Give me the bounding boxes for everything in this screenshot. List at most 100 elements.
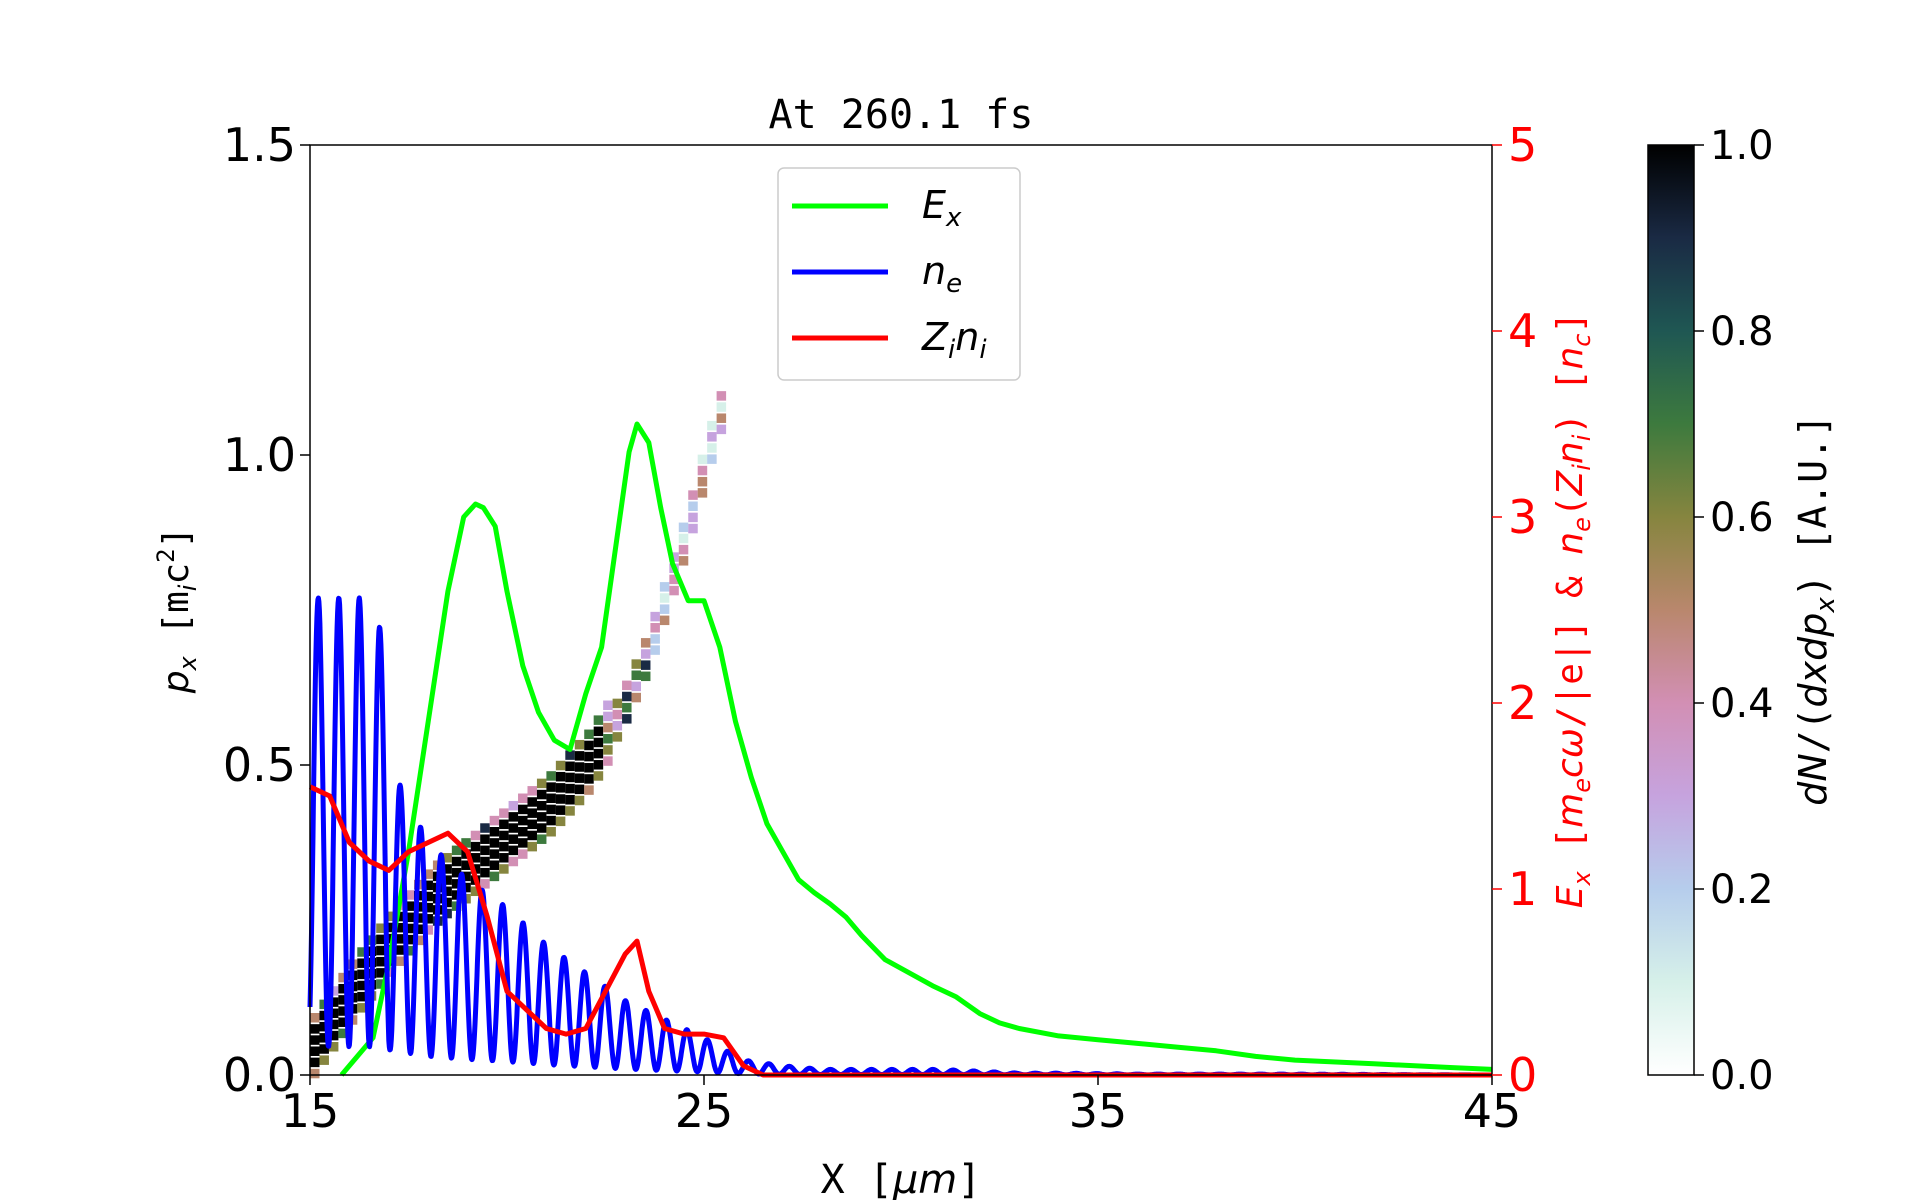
phase-space-cell bbox=[612, 709, 623, 720]
colorbar-tick-label: 0.2 bbox=[1710, 867, 1774, 913]
phase-space-cell bbox=[518, 804, 528, 815]
phase-space-cell bbox=[593, 726, 604, 737]
phase-space-cell bbox=[631, 692, 642, 703]
phase-space-cell bbox=[480, 856, 490, 867]
phase-space-cell bbox=[622, 714, 632, 724]
phase-space-cell bbox=[404, 934, 415, 945]
phase-space-cell bbox=[489, 860, 500, 870]
phase-space-cell bbox=[376, 934, 386, 945]
phase-space-cell bbox=[404, 912, 415, 923]
phase-space-cell bbox=[310, 1035, 320, 1045]
phase-space-cell bbox=[499, 864, 509, 874]
phase-space-cell bbox=[480, 867, 490, 878]
phase-space-cell bbox=[319, 1044, 329, 1054]
phase-space-cell bbox=[385, 922, 396, 933]
phase-space-cell bbox=[584, 751, 594, 762]
phase-space-cell bbox=[404, 890, 415, 900]
phase-space-cell bbox=[631, 659, 642, 669]
phase-space-cell bbox=[518, 827, 528, 837]
line-series bbox=[307, 421, 1494, 1078]
phase-space-cell bbox=[640, 638, 651, 648]
phase-space-cell bbox=[546, 815, 556, 826]
phase-space-cell bbox=[593, 737, 604, 748]
phase-space-cell bbox=[659, 593, 670, 603]
phase-space-cell bbox=[688, 512, 698, 523]
phase-space-cell bbox=[470, 830, 481, 841]
phase-space-cell bbox=[404, 923, 415, 934]
phase-space-cell bbox=[555, 794, 566, 804]
phase-space-cell bbox=[640, 660, 651, 670]
phase-space-cell bbox=[527, 841, 537, 852]
phase-space-cell bbox=[423, 880, 433, 891]
phase-space-cell bbox=[707, 432, 717, 442]
phase-space-cell bbox=[451, 845, 462, 856]
series-line-z-i-n-i bbox=[308, 784, 1492, 1078]
phase-space-cell bbox=[461, 871, 471, 882]
phase-space-cell bbox=[546, 804, 556, 815]
phase-space-cell bbox=[716, 424, 727, 435]
phase-space-cell bbox=[650, 611, 660, 622]
phase-space-cell bbox=[527, 786, 537, 796]
legend: Ex ne Zini bbox=[777, 167, 1021, 381]
phase-space-cell bbox=[650, 645, 660, 655]
phase-space-cell bbox=[423, 891, 433, 902]
phase-space-cell bbox=[565, 750, 575, 760]
phase-space-cell bbox=[688, 501, 698, 511]
legend-label-ex: Ex bbox=[922, 183, 962, 233]
colorbar-label: dN/(dxdpx) [A.U.] bbox=[1791, 414, 1841, 806]
phase-space-cell bbox=[707, 420, 717, 431]
x-axis-label: X [μm] bbox=[821, 1157, 982, 1200]
phase-space-cell bbox=[480, 845, 490, 856]
phase-space-cell bbox=[328, 986, 339, 996]
y-right-axis-ticks: 0 1 2 3 4 5 bbox=[1492, 118, 1537, 1102]
phase-space-cell bbox=[423, 902, 433, 913]
phase-space-cell bbox=[499, 830, 509, 841]
phase-space-cell bbox=[376, 956, 386, 967]
phase-space-cell bbox=[603, 711, 613, 722]
phase-space-cell bbox=[716, 413, 727, 423]
phase-space-cell bbox=[631, 681, 642, 692]
phase-space-cell bbox=[612, 732, 623, 742]
phase-space-cell bbox=[603, 722, 613, 733]
phase-space-cell bbox=[310, 1046, 320, 1056]
phase-space-cell bbox=[518, 849, 528, 859]
phase-space-cell bbox=[593, 771, 604, 781]
phase-space-cell bbox=[565, 772, 575, 783]
phase-space-cell bbox=[489, 871, 500, 882]
phase-space-cell bbox=[650, 634, 660, 644]
phase-space-cell bbox=[470, 864, 481, 874]
phase-space-cell bbox=[338, 972, 348, 983]
phase-space-cell bbox=[527, 797, 537, 807]
phase-space-cell bbox=[574, 762, 585, 772]
x-tick-label: 35 bbox=[1069, 1084, 1128, 1138]
phase-space-cell bbox=[357, 991, 367, 1002]
phase-space-cell bbox=[659, 604, 670, 614]
phase-space-cell bbox=[555, 805, 566, 815]
phase-space-cell bbox=[584, 729, 594, 740]
phase-space-cell bbox=[470, 853, 481, 863]
phase-space-cell bbox=[603, 700, 613, 711]
phase-space-cell bbox=[574, 773, 585, 783]
phase-space-cell bbox=[338, 983, 348, 994]
phase-space-cell bbox=[527, 819, 537, 830]
x-tick-label: 45 bbox=[1463, 1084, 1522, 1138]
phase-space-cell bbox=[536, 778, 547, 789]
phase-space-cell bbox=[527, 830, 537, 841]
phase-space-cell bbox=[565, 783, 575, 794]
phase-space-cell bbox=[508, 834, 519, 844]
legend-label-zini: Zini bbox=[921, 315, 987, 365]
phase-space-cell bbox=[338, 995, 348, 1005]
phase-space-cell bbox=[414, 935, 424, 946]
phase-space-cell bbox=[357, 947, 367, 957]
series-line-e-x bbox=[339, 421, 1493, 1077]
phase-space-cell bbox=[555, 816, 566, 827]
colorbar-ticks: 0.0 0.2 0.4 0.6 0.8 1.0 bbox=[1694, 123, 1774, 1099]
phase-space-cell bbox=[593, 760, 604, 770]
phase-space-cell bbox=[555, 783, 566, 793]
phase-space-cell bbox=[650, 623, 660, 633]
phase-space-cell bbox=[357, 980, 367, 991]
x-axis-ticks: 15 25 35 45 bbox=[281, 1075, 1522, 1138]
phase-space-cell bbox=[319, 1010, 329, 1021]
phase-space-cell bbox=[603, 745, 613, 755]
